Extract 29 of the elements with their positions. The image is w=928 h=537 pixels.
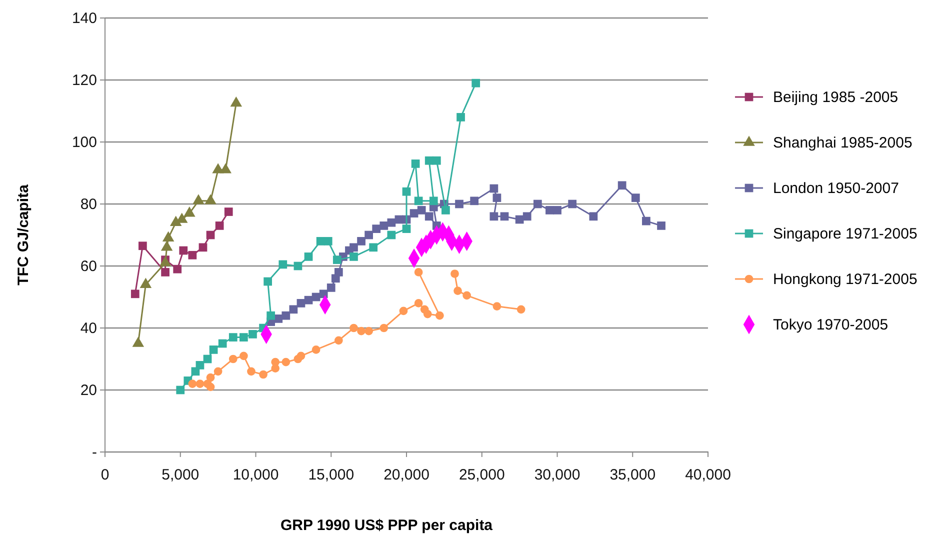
legend-label: Shanghai 1985-2005 [773, 134, 912, 152]
legend-label: Tokyo 1970-2005 [773, 316, 888, 334]
x-tick-label: 25,000 [458, 466, 505, 484]
y-tick-label: 80 [80, 196, 97, 213]
legend-label: Singapore 1971-2005 [773, 226, 918, 242]
legend-label: Hongkong 1971-2005 [773, 271, 918, 288]
y-tick-label: 100 [72, 134, 97, 151]
legend-label: London 1950-2007 [773, 180, 899, 197]
x-tick-label: 10,000 [232, 466, 279, 484]
x-tick-label: 20,000 [384, 466, 430, 484]
x-tick-label: 40,000 [685, 466, 731, 484]
y-tick-label: 120 [72, 72, 97, 89]
y-tick-label: 20 [80, 382, 97, 399]
point [472, 78, 480, 88]
y-tick-label: - [92, 444, 97, 461]
y-tick-label: 40 [80, 320, 97, 337]
y-tick-label: 140 [72, 10, 97, 27]
point [130, 290, 140, 298]
point [224, 208, 233, 216]
x-tick-label: 0 [100, 466, 110, 484]
y-tick-label: 60 [80, 258, 97, 275]
point [657, 222, 666, 230]
x-tick-label: 35,000 [610, 466, 656, 484]
x-tick-label: 15,000 [308, 466, 354, 484]
legend-label: Beijing 1985 -2005 [773, 89, 898, 106]
x-axis-title: GRP 1990 US$ PPP per capita [280, 517, 494, 534]
y-axis-title: TFC GJ/capita [15, 184, 32, 286]
x-tick-label: 30,000 [534, 466, 580, 484]
x-tick-label: 5,000 [162, 466, 200, 484]
